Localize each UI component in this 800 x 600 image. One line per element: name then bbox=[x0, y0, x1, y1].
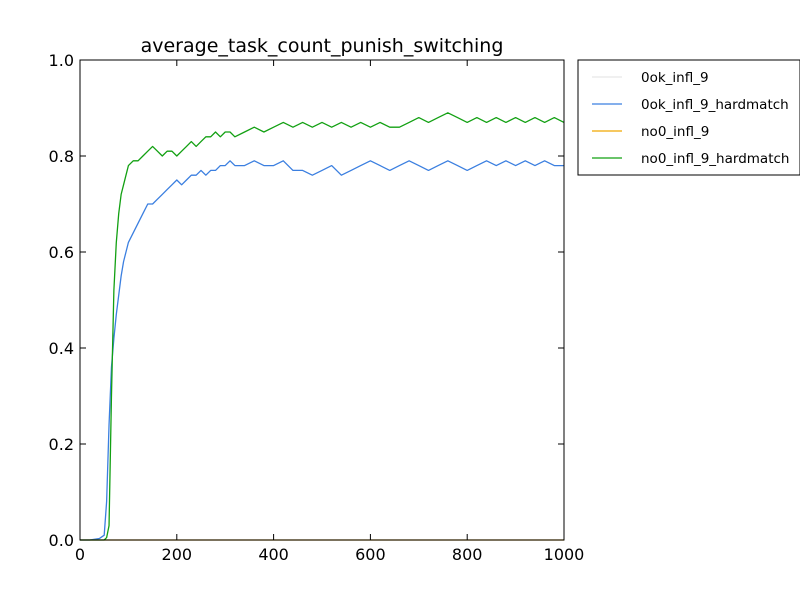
x-tick-label: 1000 bbox=[544, 545, 585, 564]
x-tick-label: 800 bbox=[452, 545, 483, 564]
y-tick-label: 0.4 bbox=[49, 339, 74, 358]
legend-frame bbox=[577, 59, 800, 176]
ticks-layer: 0 200 400 600 800 1000 0.0 0.2 0.4 0.6 0.8 1.0 bbox=[49, 51, 585, 564]
plot-frame bbox=[79, 59, 565, 541]
legend-label: 0ok_infl_9 bbox=[641, 70, 709, 86]
x-tick-label: 600 bbox=[355, 545, 386, 564]
legend-label: 0ok_infl_9_hardmatch bbox=[641, 97, 789, 113]
series-line-0ok-infl-9-hardmatch bbox=[80, 160, 564, 541]
legend-label: no0_infl_9_hardmatch bbox=[641, 151, 789, 167]
y-tick-label: 0.6 bbox=[49, 243, 74, 262]
chart-title: average_task_count_punish_switching bbox=[141, 35, 504, 57]
y-tick-label: 0.2 bbox=[49, 435, 74, 454]
x-tick-label: 400 bbox=[258, 545, 289, 564]
legend-label: no0_infl_9 bbox=[641, 124, 709, 140]
legend: 0ok_infl_9 0ok_infl_9_hardmatch no0_infl_9… bbox=[577, 59, 800, 176]
x-tick-label: 200 bbox=[162, 545, 193, 564]
y-tick-label: 0.0 bbox=[49, 531, 74, 550]
y-tick-label: 1.0 bbox=[49, 51, 74, 70]
x-tick-label: 0 bbox=[75, 545, 85, 564]
series-line-no0-infl-9-hardmatch bbox=[80, 112, 565, 541]
y-tick-label: 0.8 bbox=[49, 147, 74, 166]
